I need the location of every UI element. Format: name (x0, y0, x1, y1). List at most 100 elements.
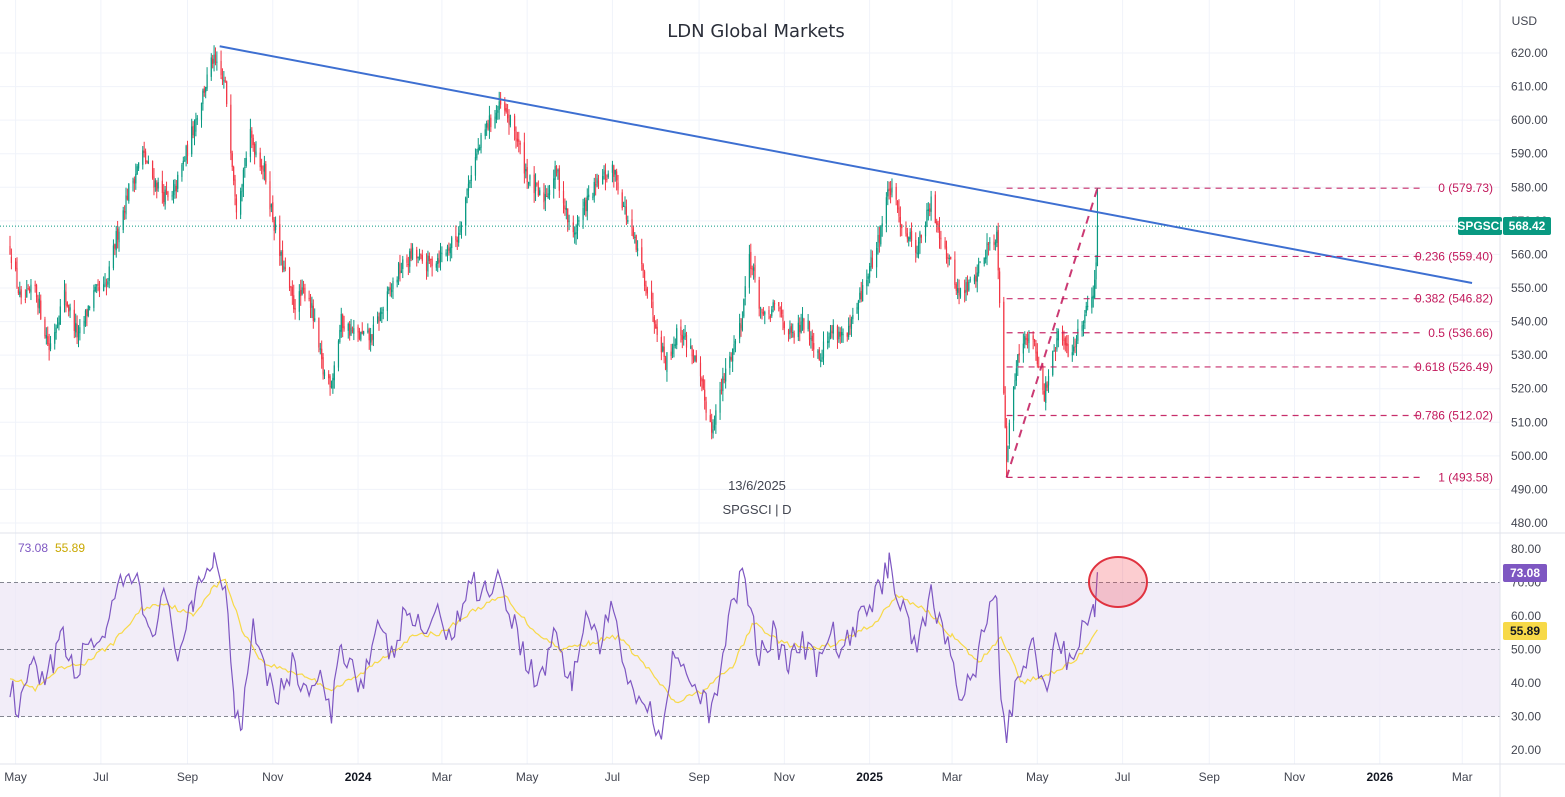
candle-body (909, 232, 911, 240)
candle-body (504, 102, 506, 111)
candle-body (30, 284, 32, 293)
candle-body (54, 332, 56, 344)
candle-body (959, 288, 962, 297)
candle-body (773, 303, 776, 305)
candle-body (516, 138, 518, 142)
rsi-legend-ma: 55.89 (55, 541, 85, 555)
candle-body (655, 324, 657, 329)
candle-body (818, 349, 820, 361)
candle-body (539, 190, 541, 195)
candle-body (167, 191, 169, 198)
candle-body (993, 241, 995, 246)
time-axis[interactable]: May Jul Sep Nov 2024 Mar May Jul Sep Nov 2025 Mar Ma… (4, 770, 1472, 784)
candle-body (477, 147, 479, 153)
candle-body (40, 300, 42, 319)
candle-body (86, 309, 88, 317)
candle-body (663, 346, 665, 357)
candle-body (223, 80, 225, 82)
candle-body (486, 122, 488, 128)
candle-body (58, 322, 60, 326)
price-tag-value-box[interactable] (1503, 217, 1551, 235)
candle-body (363, 331, 365, 334)
candle-body (583, 201, 586, 207)
candle-body (38, 298, 40, 309)
candle-body (957, 288, 959, 293)
candle-body (680, 326, 682, 336)
candle-body (621, 192, 623, 209)
candle-body (128, 184, 130, 202)
candle-body (333, 365, 335, 381)
candle-body (681, 334, 683, 340)
candle-body (467, 183, 470, 191)
candle-body (1071, 352, 1073, 356)
candle-body (740, 324, 742, 329)
price-tag-symbol-box[interactable] (1458, 217, 1502, 235)
rsi-tag-box[interactable] (1503, 564, 1547, 582)
rsi-ma-line (9, 578, 1098, 704)
candle-body (888, 188, 890, 191)
candle-body (351, 329, 354, 332)
candle-body (416, 249, 418, 259)
candle-body (367, 330, 369, 332)
candle-body (147, 161, 149, 164)
candle-body (87, 306, 89, 316)
candle-body (349, 324, 351, 336)
candle-body (871, 257, 874, 268)
candle-body (456, 239, 458, 243)
candle-body (343, 326, 345, 330)
candle-body (852, 314, 854, 320)
candle-body (337, 341, 340, 368)
fib-anchor-line[interactable] (1005, 187, 1099, 478)
rsi-tick-label: 60.00 (1511, 609, 1541, 623)
candle-body (656, 326, 658, 335)
candle-body (685, 334, 688, 348)
candle-body (1063, 339, 1065, 341)
candle-body (1005, 426, 1008, 462)
candle-body (954, 259, 956, 285)
candle-body (184, 160, 186, 162)
candle-body (859, 292, 861, 300)
candle-body (390, 289, 393, 293)
candle-body (372, 324, 375, 340)
candle-body (370, 334, 372, 343)
candle-body (523, 142, 525, 174)
candle-body (16, 267, 18, 288)
candle-body (1024, 336, 1026, 345)
candle-body (361, 331, 363, 334)
candle-body (288, 267, 291, 289)
candle-body (439, 251, 442, 263)
candle-body (849, 324, 851, 328)
candle-body (1091, 296, 1093, 308)
candle-body (449, 247, 451, 254)
candle-body (321, 348, 323, 360)
candle-body (407, 263, 409, 265)
candle-body (76, 324, 78, 338)
candle-body (448, 248, 450, 251)
price-axis[interactable]: 620.00610.00600.00590.00580.00570.00560.… (1511, 46, 1548, 530)
candle-body (318, 317, 320, 348)
candle-body (301, 287, 303, 295)
candle-body (259, 152, 261, 168)
candle-body (212, 58, 214, 64)
rsi-legend-value: 73.08 (18, 541, 48, 555)
candle-body (572, 222, 574, 233)
candle-body (684, 333, 686, 337)
candle-body (936, 221, 938, 225)
candle-body (360, 332, 362, 340)
candle-body (808, 322, 811, 340)
candle-body (435, 263, 437, 268)
trendline[interactable] (219, 45, 1473, 284)
rsi-ma-tag-box[interactable] (1503, 622, 1547, 640)
candle-body (870, 256, 872, 268)
fib-level-label: 0.618 (526.49) (1415, 360, 1493, 374)
candle-body (597, 180, 600, 187)
rsi-tick-label: 80.00 (1511, 542, 1541, 556)
candle-body (470, 175, 472, 182)
candle-body (867, 276, 869, 279)
candle-body (112, 245, 115, 269)
candle-body (300, 290, 302, 297)
candle-body (283, 266, 285, 271)
candle-body (536, 182, 538, 186)
